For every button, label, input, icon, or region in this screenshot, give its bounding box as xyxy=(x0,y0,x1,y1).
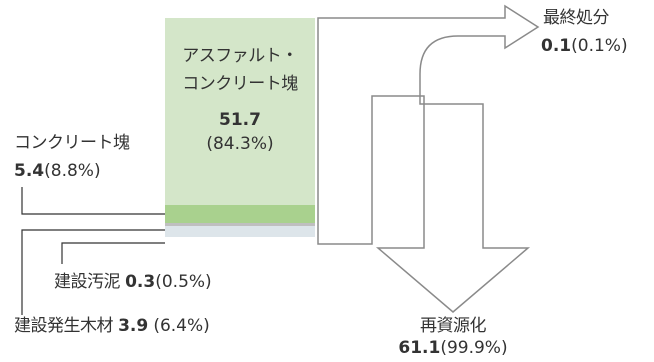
sludge-bar xyxy=(165,223,315,226)
wood-label: 建設発生木材 xyxy=(14,316,114,336)
recycling-value: 61.1 xyxy=(398,338,441,358)
sludge-leader-line xyxy=(61,242,165,264)
concrete-block-value: 5.4 xyxy=(14,161,45,181)
sludge-label: 建設汚泥 xyxy=(54,272,121,292)
wood-label-line: 建設発生木材 3.9 (6.4%) xyxy=(14,318,210,335)
recycling-label: 再資源化 xyxy=(420,316,487,336)
final-disposal-percent: (0.1%) xyxy=(571,36,628,56)
wood-percent: (6.4%) xyxy=(153,316,210,336)
sludge-label-line: 建設汚泥 0.3(0.5%) xyxy=(54,274,212,291)
wood-bar xyxy=(165,226,315,237)
concrete-block-bar xyxy=(165,205,315,223)
final-disposal-label: 最終処分 xyxy=(543,8,610,28)
wood-leader-line xyxy=(21,229,165,315)
flow-arrow xyxy=(317,4,540,313)
concrete-block-value-line: 5.4(8.8%) xyxy=(14,163,101,180)
sludge-value: 0.3 xyxy=(125,272,156,292)
wood-value: 3.9 xyxy=(118,316,149,336)
concrete-leader-line xyxy=(21,187,165,215)
main-block-label-line1: アスファルト・ xyxy=(182,46,298,66)
main-block-bar xyxy=(165,18,315,205)
recycling-percent: (99.9%) xyxy=(440,338,508,358)
concrete-block-label: コンクリート塊 xyxy=(14,133,130,153)
main-block-label-line2: コンクリート塊 xyxy=(182,74,298,94)
final-disposal-value-line: 0.1(0.1%) xyxy=(541,38,628,55)
main-block-value: 51.7 xyxy=(219,110,261,130)
recycling-value-line: 61.1(99.9%) xyxy=(373,340,533,357)
sludge-percent: (0.5%) xyxy=(155,272,212,292)
main-block-percent: (84.3%) xyxy=(206,134,274,154)
final-disposal-value: 0.1 xyxy=(541,36,572,56)
concrete-block-percent: (8.8%) xyxy=(44,161,101,181)
